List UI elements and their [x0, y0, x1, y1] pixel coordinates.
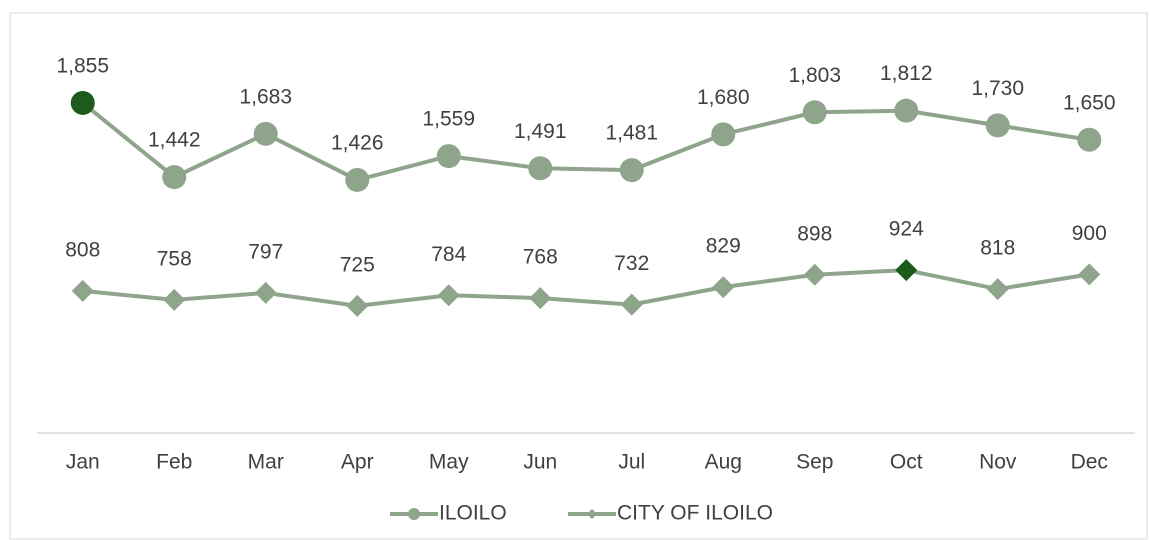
- data-label: 1,680: [697, 86, 750, 109]
- data-point: [529, 287, 552, 310]
- data-label: 1,481: [605, 122, 658, 145]
- data-point: [619, 158, 644, 183]
- x-tick-label: Jun: [523, 451, 557, 474]
- data-label: 784: [431, 243, 466, 266]
- data-point: [162, 165, 187, 190]
- data-point: [346, 294, 369, 317]
- x-tick-label: Apr: [341, 451, 374, 474]
- x-tick-label: Nov: [979, 451, 1017, 474]
- x-tick-label: Sep: [796, 451, 833, 474]
- data-point: [528, 156, 553, 181]
- data-point: [712, 276, 735, 299]
- data-point: [711, 122, 736, 147]
- data-point: [253, 121, 278, 146]
- data-label: 1,812: [880, 62, 933, 85]
- legend-marker: [408, 508, 420, 520]
- data-label: 1,426: [331, 132, 384, 155]
- x-tick-label: Aug: [705, 451, 742, 474]
- data-label: 732: [614, 252, 649, 275]
- data-point: [163, 288, 186, 311]
- data-point: [895, 259, 918, 282]
- data-label: 829: [706, 235, 741, 258]
- data-label: 1,683: [239, 85, 292, 108]
- data-point: [802, 100, 827, 125]
- legend-marker: [587, 509, 597, 519]
- data-label: 1,559: [422, 108, 475, 131]
- data-point: [986, 278, 1009, 301]
- data-label: 1,803: [788, 64, 841, 87]
- data-label: 758: [157, 247, 192, 270]
- data-label: 898: [797, 222, 832, 245]
- legend-label: CITY OF ILOILO: [617, 502, 773, 525]
- data-label: 1,491: [514, 120, 567, 143]
- data-label: 1,730: [971, 77, 1024, 100]
- x-tick-label: May: [429, 451, 469, 474]
- x-tick-label: Jan: [66, 451, 100, 474]
- data-label: 900: [1072, 222, 1107, 245]
- series-line: [81, 101, 1090, 183]
- data-label: 808: [65, 238, 100, 261]
- data-label: 768: [523, 246, 558, 269]
- data-label: 818: [980, 237, 1015, 260]
- series-line: [82, 268, 1090, 308]
- data-point: [345, 167, 370, 192]
- data-label: 924: [889, 218, 924, 241]
- data-point: [1077, 127, 1102, 152]
- data-point: [985, 113, 1010, 138]
- data-point: [1078, 263, 1101, 286]
- data-point: [803, 263, 826, 286]
- data-label: 725: [340, 253, 375, 276]
- data-point: [71, 279, 94, 302]
- x-tick-label: Dec: [1071, 451, 1108, 474]
- chart-border: [9, 12, 1148, 540]
- x-tick-label: Oct: [890, 451, 923, 474]
- data-point: [894, 98, 919, 123]
- x-tick-label: Feb: [156, 451, 192, 474]
- x-tick-label: Mar: [248, 451, 284, 474]
- data-point: [70, 90, 95, 115]
- data-point: [620, 293, 643, 316]
- data-point: [254, 281, 277, 304]
- data-label: 1,650: [1063, 91, 1116, 114]
- data-label: 1,442: [148, 129, 201, 152]
- data-point: [437, 284, 460, 307]
- x-tick-label: Jul: [618, 451, 645, 474]
- data-label: 1,855: [56, 54, 109, 77]
- data-point: [436, 144, 461, 169]
- legend-label: ILOILO: [439, 502, 507, 525]
- data-label: 797: [248, 240, 283, 263]
